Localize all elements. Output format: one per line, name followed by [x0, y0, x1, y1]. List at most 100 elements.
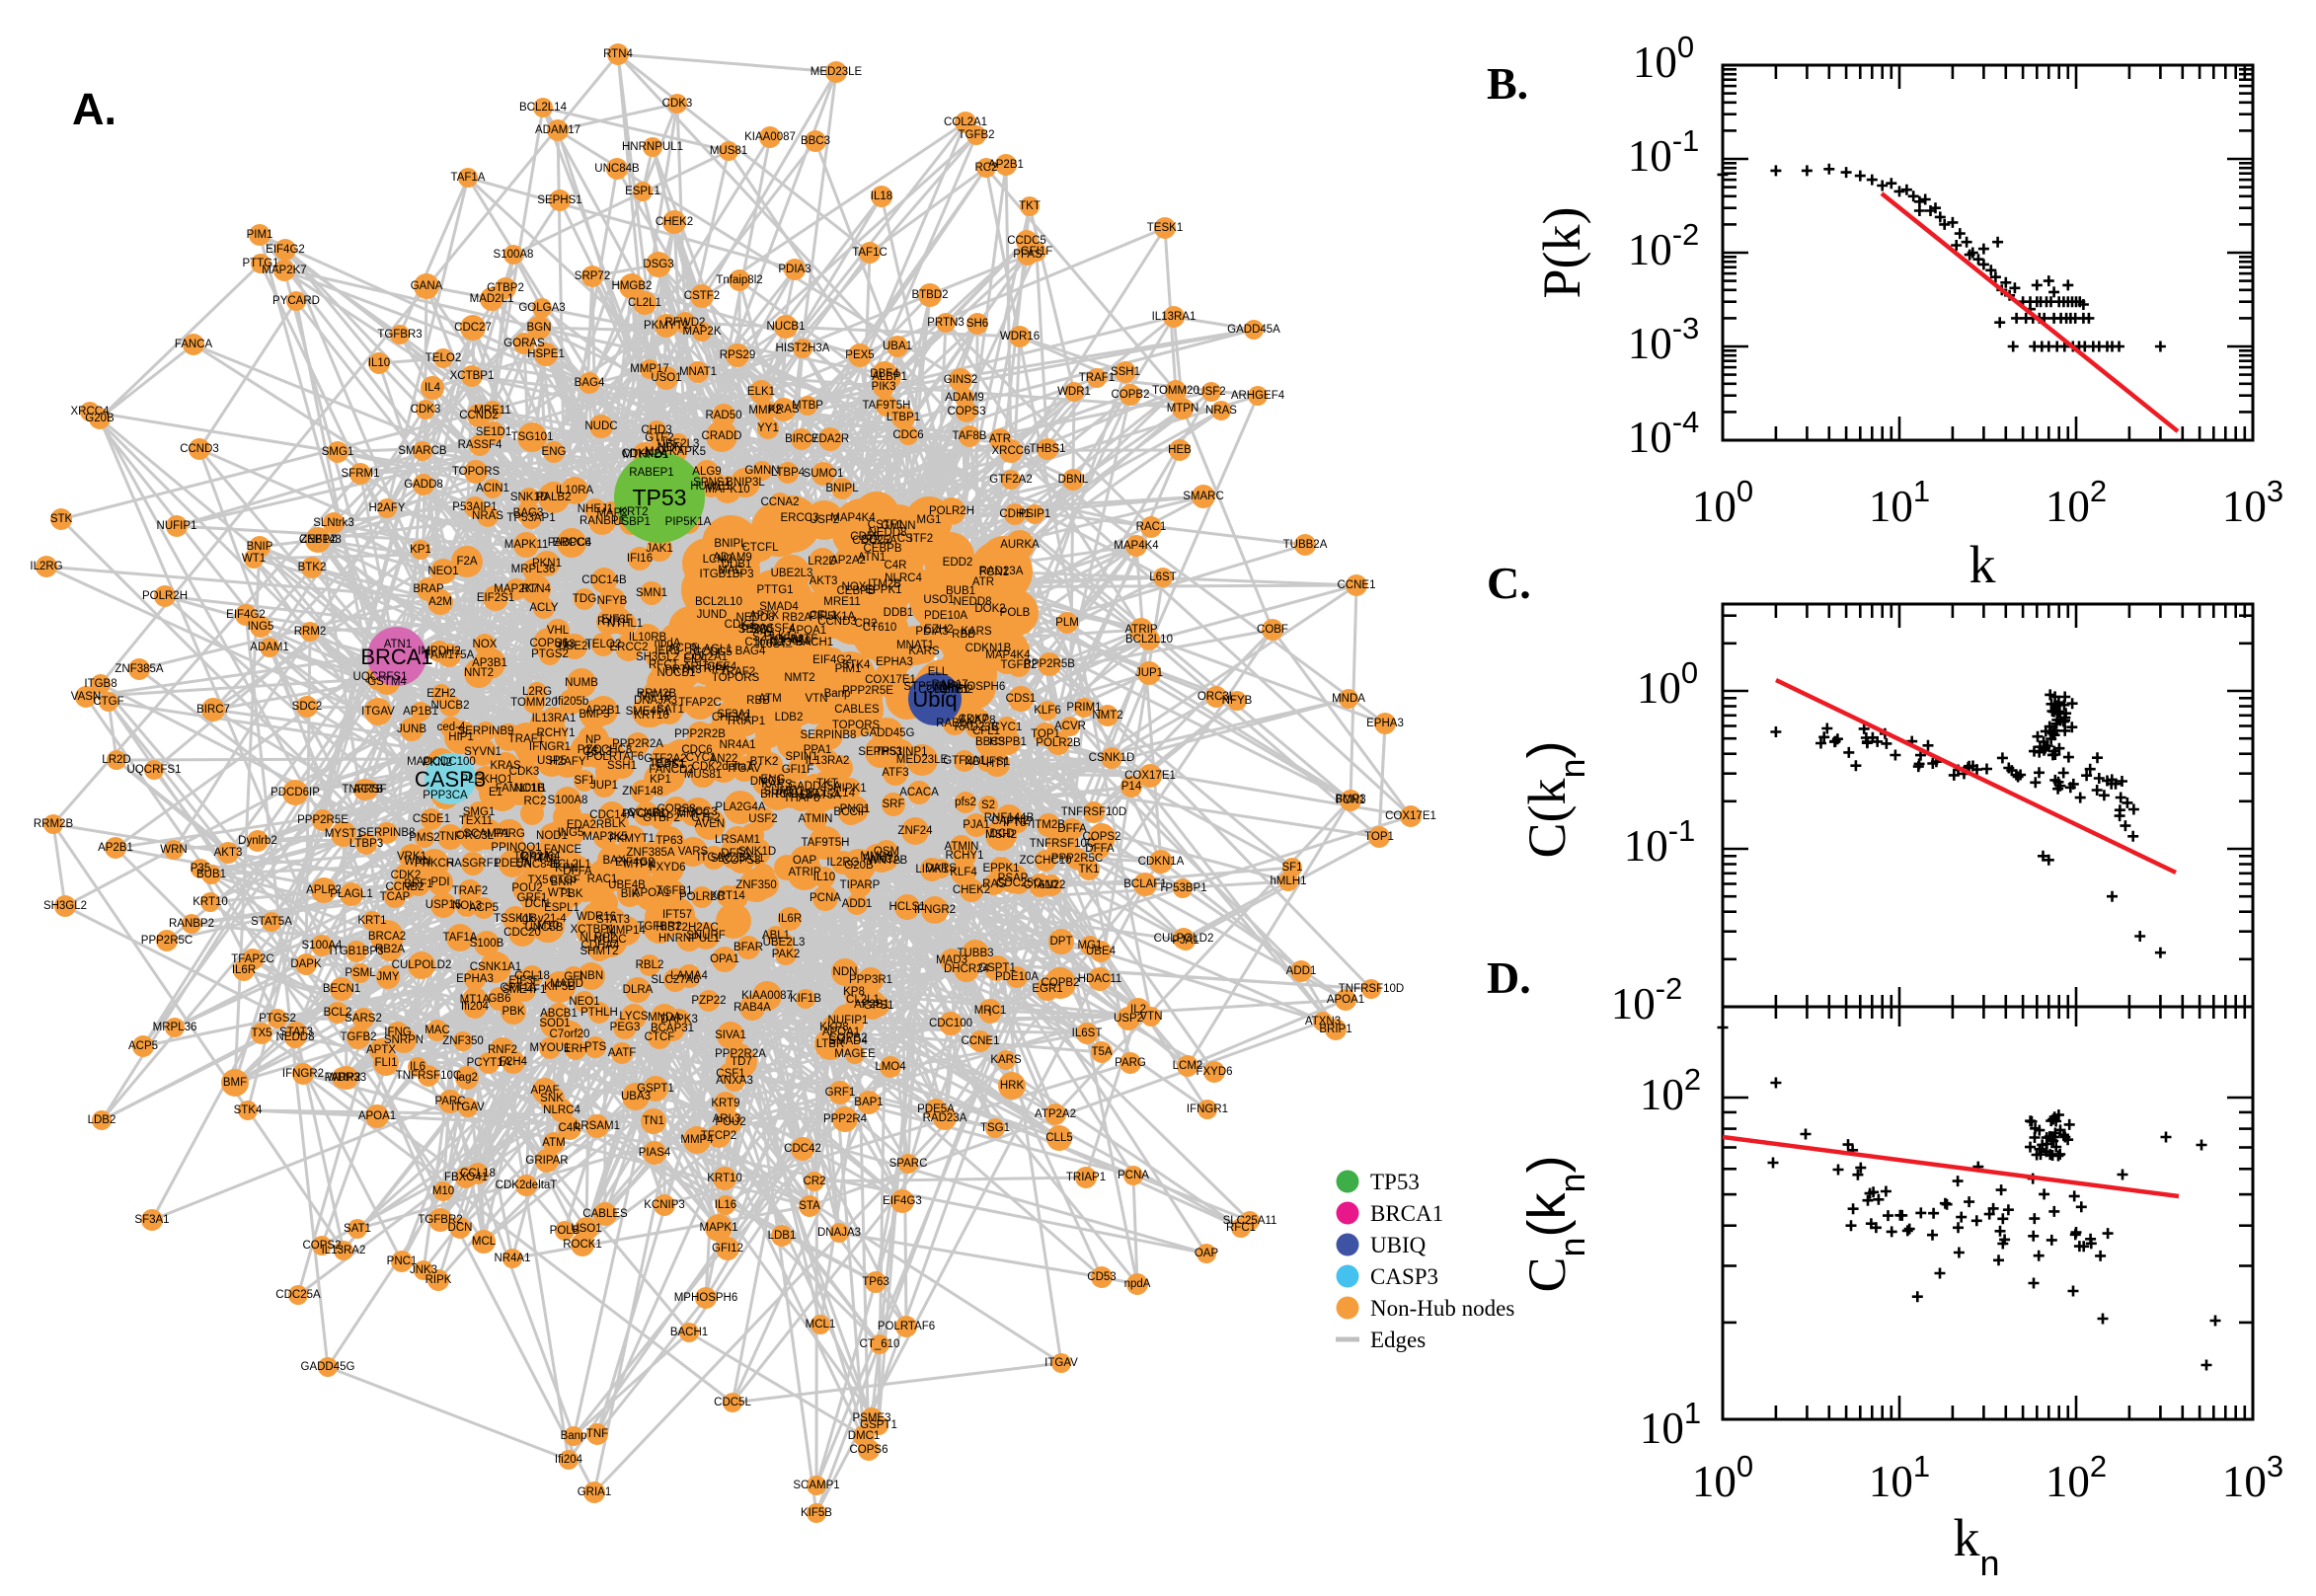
svg-text:ZNF385A: ZNF385A [626, 847, 675, 859]
svg-text:RAD50: RAD50 [705, 410, 741, 421]
svg-text:ATMIN: ATMIN [799, 813, 833, 825]
svg-text:CDC25A: CDC25A [275, 1289, 321, 1301]
svg-text:CCNE1: CCNE1 [962, 1035, 1000, 1047]
svg-text:IL6ST: IL6ST [1072, 1027, 1103, 1039]
svg-text:CD53: CD53 [1087, 1271, 1116, 1283]
svg-text:NLRP2: NLRP2 [579, 932, 616, 944]
svg-text:SF3A1: SF3A1 [134, 1214, 169, 1226]
svg-text:MUS81: MUS81 [710, 145, 747, 157]
svg-text:FANCD2: FANCD2 [649, 764, 693, 776]
svg-text:APTX: APTX [366, 1044, 396, 1056]
svg-text:CDC100: CDC100 [929, 1018, 972, 1029]
svg-text:ATF3: ATF3 [882, 767, 908, 779]
svg-text:PLAGL1: PLAGL1 [330, 888, 372, 900]
svg-text:RRM2: RRM2 [294, 626, 327, 638]
svg-text:COBF: COBF [1257, 624, 1288, 636]
svg-text:ORC3L: ORC3L [456, 830, 495, 842]
svg-text:GADD45A: GADD45A [1227, 324, 1280, 336]
svg-text:BTBD2: BTBD2 [911, 289, 948, 301]
svg-text:TP63: TP63 [862, 1276, 889, 1288]
svg-text:TEX11: TEX11 [459, 815, 493, 827]
svg-text:CCL18: CCL18 [514, 970, 550, 982]
svg-text:PBK: PBK [560, 888, 582, 900]
svg-text:CT_610: CT_610 [860, 1338, 900, 1350]
svg-text:KRT10: KRT10 [707, 1173, 742, 1184]
svg-text:DCD: DCD [990, 828, 1015, 840]
svg-text:SNURF: SNURF [686, 930, 726, 942]
svg-text:npdA: npdA [1124, 1278, 1151, 1290]
svg-text:TSG101: TSG101 [511, 431, 554, 443]
svg-text:PKN1: PKN1 [532, 558, 562, 570]
svg-text:ABCB1: ABCB1 [540, 1008, 578, 1020]
svg-text:RASGRF1: RASGRF1 [446, 858, 500, 870]
svg-text:ZNF148: ZNF148 [300, 534, 342, 546]
svg-text:ATM: ATM [542, 1137, 565, 1149]
svg-text:BFAR: BFAR [733, 942, 763, 953]
svg-text:TNF: TNF [586, 1428, 608, 1440]
svg-text:SE1D1: SE1D1 [476, 426, 511, 438]
svg-text:AP2B1: AP2B1 [98, 842, 133, 854]
svg-text:PPP2R5C: PPP2R5C [141, 935, 193, 947]
svg-text:MAC: MAC [718, 565, 743, 576]
svg-text:IL13RA1: IL13RA1 [1152, 311, 1197, 323]
svg-text:TAF1C: TAF1C [852, 247, 888, 259]
svg-text:CDK2: CDK2 [391, 870, 422, 881]
svg-text:JUNB: JUNB [397, 723, 426, 735]
svg-text:VRK1: VRK1 [397, 851, 426, 863]
svg-text:SRP72: SRP72 [575, 270, 610, 282]
svg-text:UBA3: UBA3 [621, 1091, 651, 1102]
svg-text:UBIQ: UBIQ [1370, 1233, 1427, 1257]
svg-text:HSPE1: HSPE1 [527, 348, 565, 360]
svg-text:MAP4K4: MAP4K4 [830, 512, 876, 524]
svg-text:SNK: SNK [540, 1093, 564, 1104]
svg-text:SSH1: SSH1 [1111, 366, 1140, 378]
svg-text:PTHLH: PTHLH [580, 1007, 618, 1019]
svg-text:GPS1: GPS1 [864, 1000, 894, 1012]
svg-text:AKT3: AKT3 [810, 575, 838, 587]
svg-text:M10: M10 [432, 1185, 454, 1197]
svg-text:CR2: CR2 [854, 618, 877, 630]
svg-text:RFC1: RFC1 [649, 659, 678, 671]
svg-text:TRIAP1: TRIAP1 [1066, 1172, 1106, 1183]
svg-text:TIPARP: TIPARP [840, 879, 881, 891]
svg-text:Edges: Edges [1370, 1328, 1426, 1352]
svg-text:PNC1: PNC1 [387, 1255, 418, 1267]
svg-text:L2RG: L2RG [522, 686, 552, 698]
svg-text:HNRNPUL1: HNRNPUL1 [622, 141, 683, 153]
svg-text:EIF4G2: EIF4G2 [226, 609, 266, 621]
svg-text:Banp: Banp [824, 688, 851, 700]
svg-text:PDCD6IP: PDCD6IP [270, 787, 320, 798]
svg-text:AP2A2: AP2A2 [830, 555, 866, 567]
svg-text:TOPORS: TOPORS [452, 466, 501, 478]
svg-text:PEG3: PEG3 [610, 1022, 641, 1033]
svg-text:SMG1: SMG1 [322, 446, 354, 458]
svg-text:Non-Hub nodes: Non-Hub nodes [1370, 1296, 1514, 1321]
svg-text:GTBP2: GTBP2 [487, 282, 524, 294]
svg-text:RFC1: RFC1 [1226, 1222, 1256, 1234]
svg-text:IL10: IL10 [813, 872, 835, 883]
svg-text:POLRTAF6: POLRTAF6 [878, 1321, 935, 1332]
svg-text:IFNG: IFNG [384, 1026, 412, 1038]
svg-text:ANXA3: ANXA3 [716, 1075, 753, 1087]
svg-text:PTTG1: PTTG1 [756, 584, 793, 596]
svg-text:MMP9: MMP9 [860, 851, 892, 863]
svg-text:MCL: MCL [472, 1236, 497, 1248]
svg-text:TELO2: TELO2 [425, 352, 461, 364]
svg-text:RAB4A: RAB4A [733, 1002, 771, 1014]
svg-text:ELL: ELL [928, 666, 949, 678]
svg-text:MRPL36: MRPL36 [153, 1022, 197, 1033]
svg-text:GADD8: GADD8 [404, 479, 443, 491]
svg-text:ADAM1: ADAM1 [250, 642, 289, 653]
svg-text:YY1: YY1 [757, 422, 779, 434]
svg-text:CDC5L: CDC5L [714, 1397, 751, 1408]
svg-text:IL16: IL16 [715, 1199, 736, 1211]
svg-text:RFWD2: RFWD2 [665, 317, 706, 329]
svg-text:SERPINB8: SERPINB8 [359, 827, 416, 839]
svg-text:CDK3: CDK3 [509, 766, 540, 778]
svg-text:PPP2R4: PPP2R4 [823, 1113, 868, 1125]
svg-text:BBC3: BBC3 [801, 135, 830, 147]
svg-text:C4R: C4R [884, 560, 906, 571]
svg-text:TGFB2: TGFB2 [958, 129, 994, 141]
svg-text:NC1I1: NC1I1 [514, 783, 547, 795]
svg-text:LDB2: LDB2 [775, 712, 804, 723]
